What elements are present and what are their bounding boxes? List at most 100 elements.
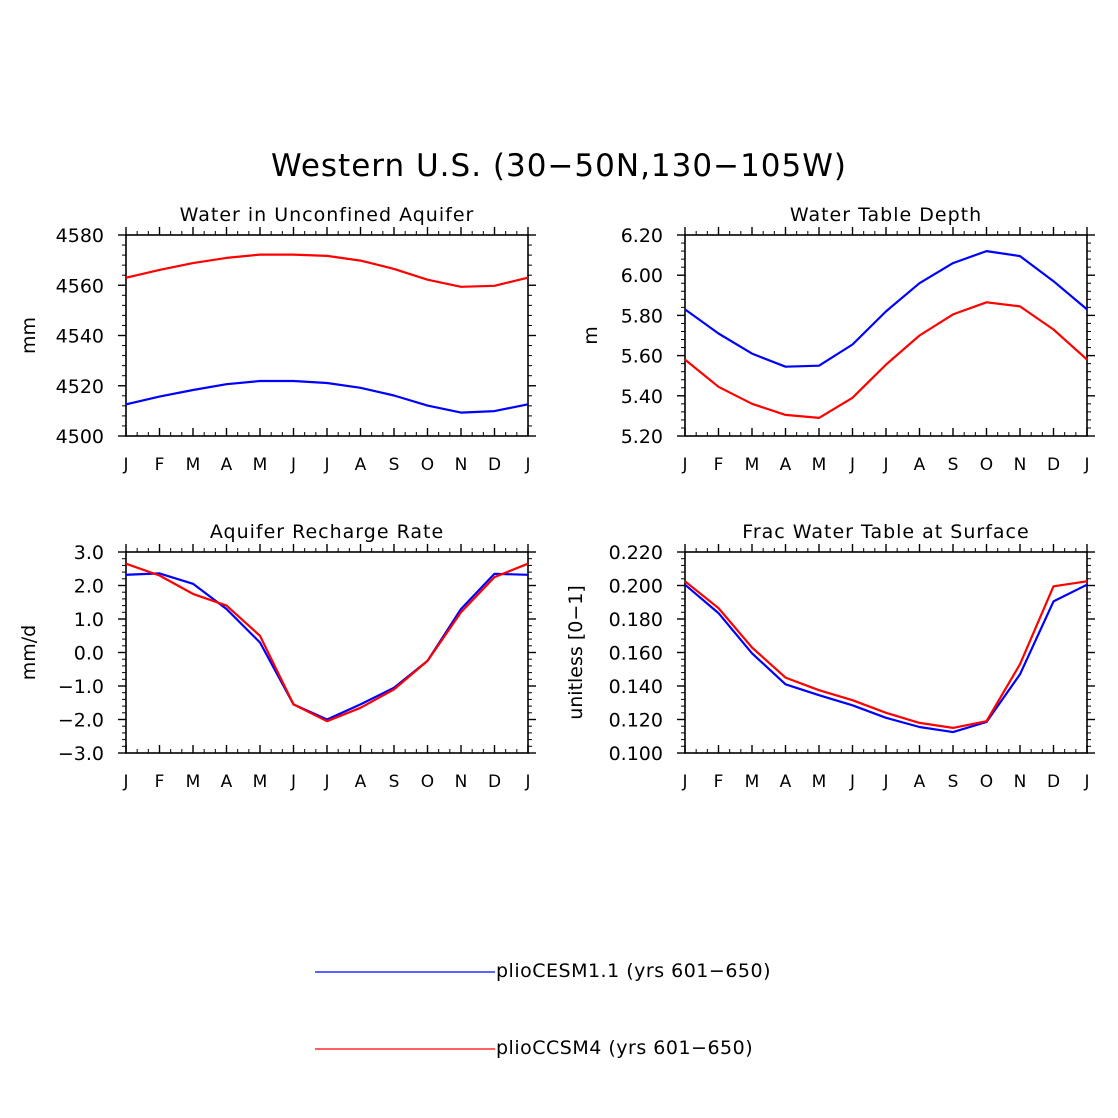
y-tick-label: 0.220: [609, 542, 663, 564]
y-tick-label: 4540: [56, 326, 104, 348]
y-tick-label: 1.0: [74, 609, 104, 631]
x-tick-label: J: [524, 772, 530, 792]
y-axis-label: unitless [0−1]: [565, 585, 587, 720]
x-tick-label: A: [780, 772, 792, 792]
series-line-plioCCSM4: [125, 253, 529, 288]
x-tick-label: J: [122, 772, 128, 792]
x-tick-label: M: [812, 455, 827, 475]
y-tick-label: 4580: [56, 225, 104, 247]
x-tick-label: A: [914, 772, 926, 792]
y-tick-label: −1.0: [58, 676, 104, 698]
x-tick-label: F: [155, 455, 165, 475]
x-tick-label: M: [812, 772, 827, 792]
x-tick-label: M: [186, 455, 201, 475]
x-tick-label: A: [355, 455, 367, 475]
x-tick-label: J: [849, 772, 855, 792]
y-axis-label: m: [580, 326, 602, 345]
x-tick-label: A: [780, 455, 792, 475]
x-tick-label: J: [290, 455, 296, 475]
y-tick-label: −2.0: [58, 710, 104, 732]
y-tick-label: 5.60: [621, 346, 663, 368]
x-tick-label: J: [882, 772, 888, 792]
y-tick-label: 5.20: [621, 426, 663, 448]
x-tick-label: J: [524, 455, 530, 475]
x-tick-label: N: [1014, 772, 1027, 792]
y-tick-label: 4500: [56, 426, 104, 448]
x-tick-label: S: [948, 772, 959, 792]
x-tick-label: S: [389, 455, 400, 475]
x-tick-label: A: [221, 772, 233, 792]
x-tick-label: J: [1083, 772, 1089, 792]
x-tick-label: S: [389, 772, 400, 792]
series-line-plioCCSM4: [684, 580, 1088, 730]
panel-3: J F M A M J J A S O N D J−3.0−2.0−1.00.01.02.03.0Aqu…: [18, 521, 536, 792]
plot-frame: [684, 551, 1088, 754]
y-tick-label: 6.00: [621, 265, 663, 287]
y-tick-label: 0.0: [74, 643, 104, 665]
panel-title: Frac Water Table at Surface: [742, 521, 1029, 543]
y-tick-label: 6.20: [621, 225, 663, 247]
x-tick-label: J: [882, 455, 888, 475]
x-tick-label: O: [421, 772, 434, 792]
x-tick-label: J: [849, 455, 855, 475]
y-tick-label: 0.100: [609, 743, 663, 765]
y-axis-label: mm: [18, 317, 40, 354]
panel-title: Water Table Depth: [790, 204, 982, 226]
y-tick-label: 3.0: [74, 542, 104, 564]
x-tick-label: A: [221, 455, 233, 475]
figure-title: Western U.S. (30−50N,130−105W): [271, 148, 847, 184]
x-tick-label: A: [355, 772, 367, 792]
x-tick-label: M: [253, 455, 268, 475]
y-tick-label: 0.160: [609, 643, 663, 665]
series-line-plioCESM: [684, 250, 1088, 368]
x-tick-label: O: [421, 455, 434, 475]
x-tick-label: M: [745, 455, 760, 475]
panel-title: Aquifer Recharge Rate: [210, 521, 444, 543]
x-tick-label: N: [1014, 455, 1027, 475]
panel-4: J F M A M J J A S O N D J0.1000.1200.1400.1600.1800.…: [565, 521, 1095, 792]
x-tick-label: N: [455, 455, 468, 475]
x-tick-label: D: [1047, 772, 1060, 792]
series-line-plioCCSM4: [684, 301, 1088, 419]
x-tick-label: M: [186, 772, 201, 792]
x-tick-label: J: [122, 455, 128, 475]
y-axis-label: mm/d: [18, 625, 40, 680]
y-tick-label: −3.0: [58, 743, 104, 765]
x-tick-label: N: [455, 772, 468, 792]
x-tick-label: J: [681, 455, 687, 475]
x-tick-label: F: [155, 772, 165, 792]
y-tick-label: 0.120: [609, 710, 663, 732]
y-tick-label: 0.140: [609, 676, 663, 698]
legend-label-plioCESM: plioCESM1.1 (yrs 601−650): [496, 960, 771, 982]
series-line-plioCESM: [125, 572, 529, 721]
x-tick-label: D: [1047, 455, 1060, 475]
series-line-plioCCSM4: [125, 562, 529, 723]
panel-title: Water in Unconfined Aquifer: [180, 204, 475, 226]
x-tick-label: F: [714, 772, 724, 792]
x-tick-label: J: [323, 772, 329, 792]
plot-frame: [684, 234, 1088, 437]
x-tick-label: J: [290, 772, 296, 792]
series-line-plioCESM: [125, 379, 529, 414]
x-tick-label: F: [714, 455, 724, 475]
x-tick-label: S: [948, 455, 959, 475]
series-line-plioCESM: [684, 583, 1088, 734]
x-tick-label: D: [488, 455, 501, 475]
y-tick-label: 5.80: [621, 305, 663, 327]
x-tick-label: A: [914, 455, 926, 475]
y-tick-label: 4520: [56, 376, 104, 398]
y-tick-label: 0.180: [609, 609, 663, 631]
panel-2: J F M A M J J A S O N D J5.205.405.605.806.006.20Wat…: [580, 204, 1095, 475]
x-tick-label: M: [745, 772, 760, 792]
x-tick-label: J: [1083, 455, 1089, 475]
x-tick-label: O: [980, 772, 993, 792]
x-tick-label: J: [323, 455, 329, 475]
x-tick-label: M: [253, 772, 268, 792]
y-tick-label: 5.40: [621, 386, 663, 408]
legend-label-plioCCSM4: plioCCSM4 (yrs 601−650): [496, 1037, 754, 1059]
y-tick-label: 2.0: [74, 576, 104, 598]
x-tick-label: O: [980, 455, 993, 475]
x-tick-label: D: [488, 772, 501, 792]
